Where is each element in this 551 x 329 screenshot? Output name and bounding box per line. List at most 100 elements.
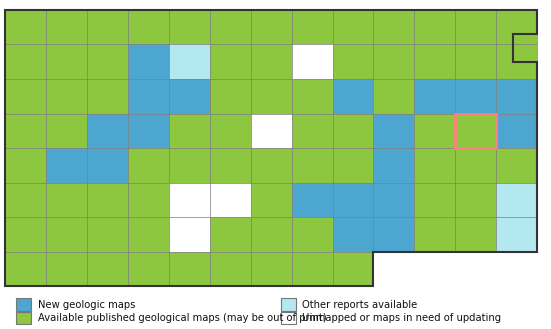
Bar (169, 79, 210, 114)
Bar (291, 183, 333, 217)
Bar (291, 79, 333, 114)
Bar (333, 252, 374, 286)
Bar (374, 148, 414, 183)
Bar (87, 114, 128, 148)
Bar (6, 183, 46, 217)
Bar (374, 183, 414, 217)
Bar (374, 114, 414, 148)
Bar (251, 148, 291, 183)
Bar (291, 217, 333, 252)
Bar (496, 114, 537, 148)
Bar (414, 44, 455, 79)
Bar (169, 252, 210, 286)
Bar (128, 252, 169, 286)
Bar (414, 148, 455, 183)
Bar (374, 79, 414, 114)
Bar (46, 252, 87, 286)
Bar (414, 183, 455, 217)
Bar (210, 114, 251, 148)
Bar (496, 79, 537, 114)
Bar (210, 183, 251, 217)
Bar (46, 183, 87, 217)
Bar (87, 79, 128, 114)
Bar (169, 217, 210, 252)
Bar (46, 217, 87, 252)
Bar (251, 44, 291, 79)
Bar (46, 148, 87, 183)
Bar (333, 114, 374, 148)
Bar (414, 217, 455, 252)
Bar (333, 79, 374, 114)
Bar (169, 183, 210, 217)
Bar (169, 148, 210, 183)
Bar (414, 114, 455, 148)
Bar (46, 44, 87, 79)
Bar (333, 10, 374, 44)
Bar (128, 44, 169, 79)
Bar (291, 44, 333, 79)
Bar (128, 148, 169, 183)
Bar (87, 10, 128, 44)
Bar (210, 44, 251, 79)
Bar (6, 252, 46, 286)
Bar (6, 217, 46, 252)
Text: Unmapped or maps in need of updating: Unmapped or maps in need of updating (302, 313, 501, 323)
Bar (128, 217, 169, 252)
Bar (6, 10, 46, 44)
Bar (280, 312, 296, 324)
Bar (291, 148, 333, 183)
Bar (374, 217, 414, 252)
Bar (280, 298, 296, 311)
Bar (46, 79, 87, 114)
Bar (414, 79, 455, 114)
Text: Other reports available: Other reports available (302, 300, 418, 310)
Bar (169, 10, 210, 44)
Bar (333, 148, 374, 183)
Text: Available published geological maps (may be out of print): Available published geological maps (may… (38, 313, 326, 323)
Bar (496, 183, 537, 217)
Bar (496, 217, 537, 252)
Bar (210, 217, 251, 252)
Bar (16, 298, 31, 311)
Bar (291, 114, 333, 148)
Bar (496, 148, 537, 183)
Bar (455, 79, 496, 114)
Bar (496, 10, 537, 44)
Bar (496, 44, 537, 79)
Bar (251, 114, 291, 148)
Bar (128, 79, 169, 114)
Bar (374, 10, 414, 44)
Bar (210, 252, 251, 286)
Bar (291, 10, 333, 44)
Bar (251, 252, 291, 286)
Bar (16, 312, 31, 324)
Bar (46, 10, 87, 44)
Bar (251, 183, 291, 217)
Bar (251, 217, 291, 252)
Bar (87, 44, 128, 79)
Bar (374, 44, 414, 79)
Bar (455, 183, 496, 217)
Bar (455, 114, 496, 148)
Bar (128, 114, 169, 148)
Bar (251, 10, 291, 44)
Bar (6, 79, 46, 114)
Bar (251, 79, 291, 114)
Bar (87, 252, 128, 286)
Bar (46, 114, 87, 148)
Bar (291, 252, 333, 286)
Bar (87, 183, 128, 217)
Bar (455, 44, 496, 79)
Bar (128, 183, 169, 217)
Bar (6, 114, 46, 148)
Bar (414, 10, 455, 44)
Bar (333, 44, 374, 79)
Bar (455, 114, 496, 148)
Text: New geologic maps: New geologic maps (38, 300, 135, 310)
Bar (169, 44, 210, 79)
Bar (128, 10, 169, 44)
Bar (6, 148, 46, 183)
Bar (210, 10, 251, 44)
Bar (455, 217, 496, 252)
Bar (87, 148, 128, 183)
